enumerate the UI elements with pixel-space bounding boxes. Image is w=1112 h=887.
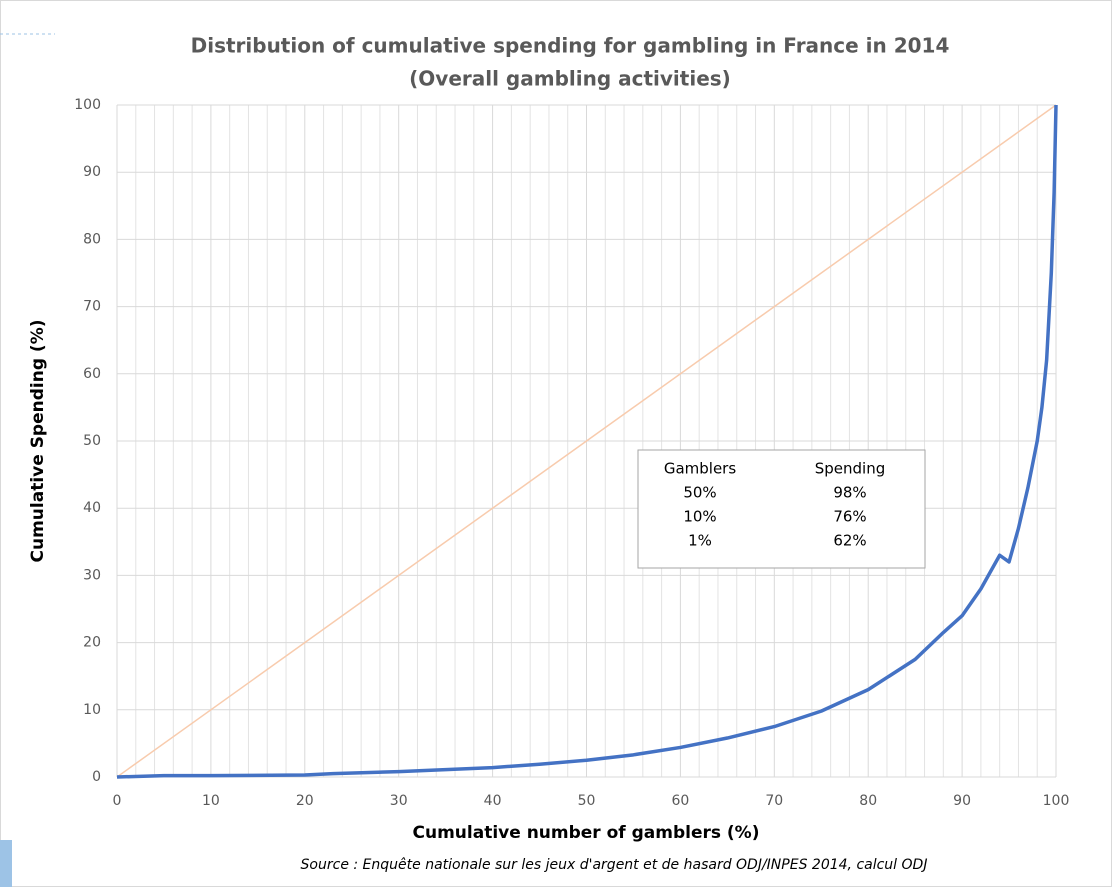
y-tick-label: 60 [83, 366, 101, 382]
y-tick-label: 90 [83, 164, 101, 180]
x-tick-label: 50 [578, 793, 596, 809]
table-header: Spending [815, 460, 886, 478]
y-tick-label: 10 [83, 702, 101, 718]
chart-title: Distribution of cumulative spending for … [191, 34, 950, 58]
x-tick-label: 20 [296, 793, 314, 809]
x-tick-label: 100 [1043, 793, 1070, 809]
y-tick-label: 40 [83, 500, 101, 516]
source-note: Source : Enquête nationale sur les jeux … [301, 857, 928, 873]
table-cell: 76% [833, 508, 866, 526]
line-series [116, 104, 1058, 779]
annotation-box [637, 449, 926, 569]
y-tick-label: 30 [83, 567, 101, 583]
y-tick-label: 0 [92, 769, 101, 785]
x-tick-label: 70 [765, 793, 783, 809]
table-header: Gamblers [664, 460, 737, 478]
y-tick-label: 70 [83, 299, 101, 315]
x-tick-label: 10 [202, 793, 220, 809]
x-tick-label: 40 [484, 793, 502, 809]
decoration [0, 840, 12, 887]
table-cell: 62% [833, 532, 866, 550]
table-cell: 98% [833, 484, 866, 502]
y-tick-label: 50 [83, 433, 101, 449]
x-tick-label: 90 [953, 793, 971, 809]
chart-title: (Overall gambling activities) [409, 67, 731, 91]
table-cell: 10% [683, 508, 716, 526]
y-axis-label: Cumulative Spending (%) [28, 320, 48, 563]
x-tick-label: 0 [113, 793, 122, 809]
y-tick-label: 100 [74, 97, 101, 113]
table-cell: 1% [688, 532, 712, 550]
y-tick-label: 20 [83, 635, 101, 651]
x-tick-label: 30 [390, 793, 408, 809]
x-axis-label: Cumulative number of gamblers (%) [413, 823, 760, 843]
table-cell: 50% [683, 484, 716, 502]
line-series [116, 104, 1057, 778]
y-tick-label: 80 [83, 231, 101, 247]
x-tick-label: 80 [859, 793, 877, 809]
x-tick-label: 60 [671, 793, 689, 809]
